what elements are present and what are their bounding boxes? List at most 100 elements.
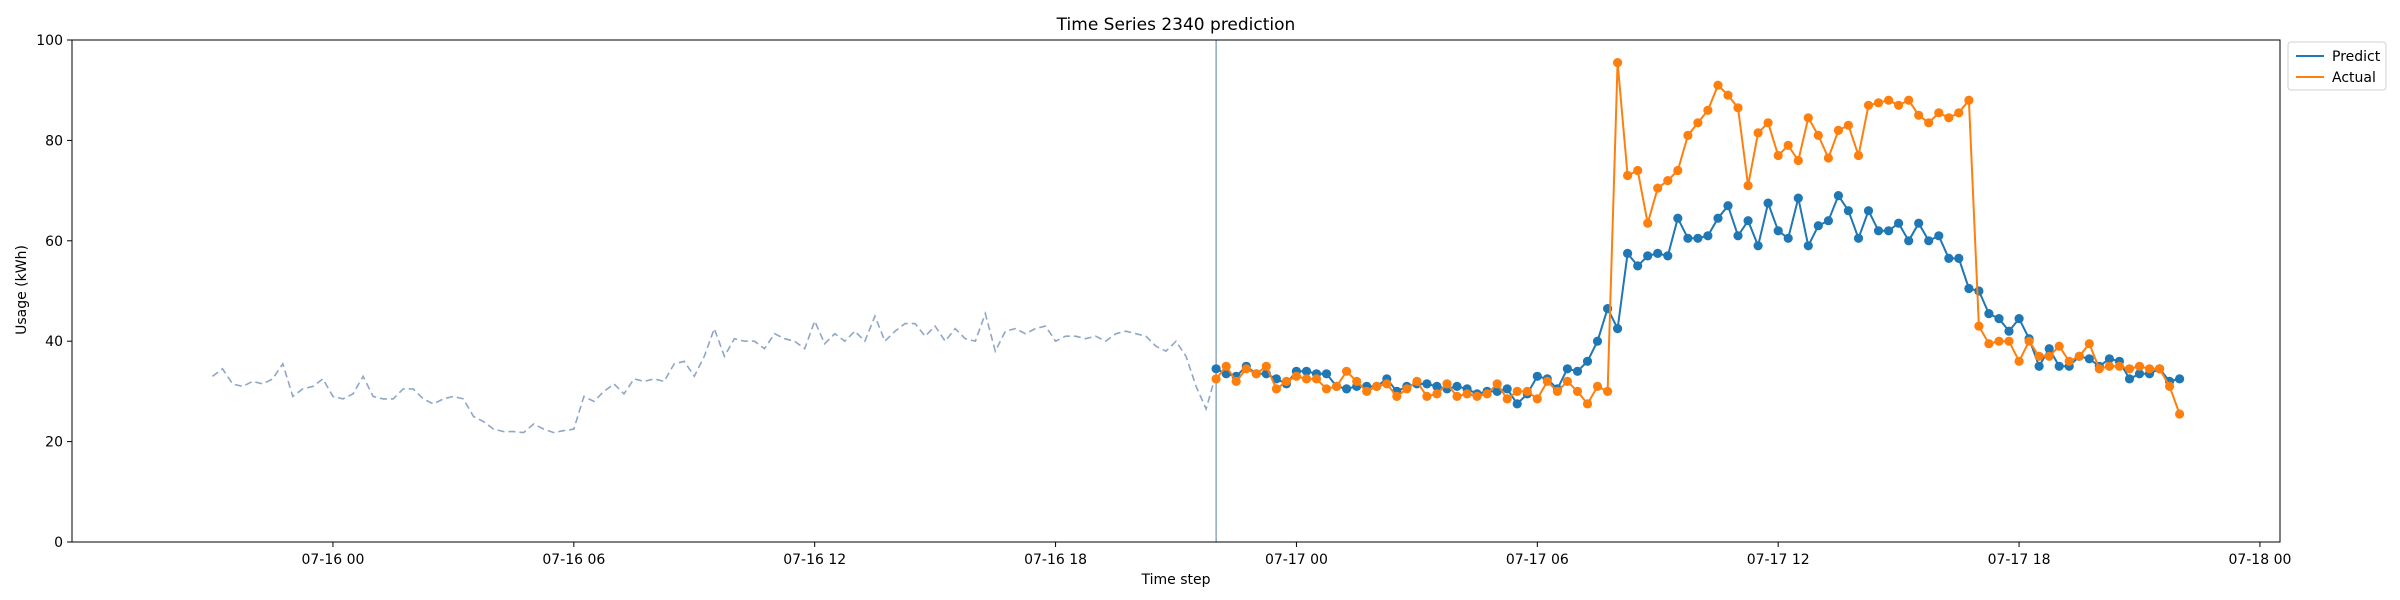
predict-point [1964,283,1974,294]
actual-point [1894,100,1904,110]
predict-point [2175,374,2185,384]
predict-point [2034,361,2044,371]
actual-point [1944,113,1954,123]
predict-point [1643,251,1653,261]
predict-point [1894,218,1904,228]
actual-point [1813,130,1823,140]
actual-point [1562,376,1572,386]
actual-point [1432,389,1442,399]
predict-point [1843,206,1853,216]
y-tick-label: 40 [45,334,63,350]
predict-point [1813,221,1823,231]
predict-point [1994,314,2004,324]
x-tick-label: 07-17 12 [1747,552,1810,568]
actual-point [1362,386,1372,396]
predict-point [1592,336,1603,346]
actual-point [1703,105,1713,115]
predict-point [2004,326,2014,336]
predict-point [1783,233,1793,243]
x-tick-label: 07-16 00 [301,552,364,568]
predict-point [1653,248,1663,258]
actual-point [1311,374,1322,384]
actual-point [1803,113,1813,123]
predict-point [1623,248,1633,258]
predict-series-line [1215,193,2180,406]
predict-point [2124,374,2135,384]
actual-point [1402,384,1412,394]
predict-point [1793,193,1803,203]
actual-point [1773,150,1783,161]
actual-point [1753,128,1763,138]
legend-predict-label: Predict [2332,49,2381,65]
predict-point [1582,356,1593,366]
actual-point [1663,176,1673,186]
actual-point [1833,125,1843,135]
predict-point [1562,364,1572,374]
predict-point [2014,314,2024,324]
actual-point [1643,218,1653,228]
actual-point [1572,386,1583,396]
actual-point [1221,361,1231,371]
predict-point [1271,374,1281,384]
actual-point [1904,95,1914,105]
actual-point [2064,356,2074,366]
actual-point [1934,108,1944,118]
actual-point [2134,361,2145,371]
actual-point [1603,386,1613,396]
actual-point [1582,399,1593,409]
actual-point [2104,361,2114,371]
predict-point [2104,354,2114,364]
actual-point [1884,95,1894,105]
actual-point [2054,341,2064,351]
actual-point [1994,336,2004,346]
predict-point [1342,384,1352,394]
predict-point [1954,253,1964,263]
actual-point [1291,371,1301,381]
actual-point [1552,386,1562,396]
chart-title: Time Series 2340 prediction [1056,15,1296,35]
actual-point [1332,381,1342,391]
actual-point [2034,351,2044,361]
predict-point [1432,381,1442,391]
actual-point [2165,381,2175,391]
actual-point [1422,391,1432,401]
actual-point [1372,381,1382,391]
actual-point [1763,118,1773,128]
actual-point [1743,181,1753,191]
actual-point [1352,376,1362,386]
y-tick-label: 100 [36,33,63,49]
actual-point [1301,374,1312,384]
predict-point [1833,191,1843,201]
actual-point [1211,374,1221,384]
actual-point [2175,409,2185,419]
predict-point [1613,324,1623,334]
actual-point [1281,376,1291,386]
actual-point [1793,155,1803,166]
x-axis-ticks: 07-16 00 07-16 06 07-16 12 07-16 18 07-17 00… [301,542,2291,568]
actual-point [1592,381,1603,391]
actual-point [1412,376,1422,386]
predict-point [1884,226,1894,236]
actual-point [1713,80,1723,90]
predict-point [1873,226,1884,236]
y-tick-label: 60 [45,234,63,250]
x-tick-label: 07-16 18 [1024,552,1087,568]
actual-point [1512,386,1522,396]
predict-point [1452,381,1462,391]
actual-point [1522,386,1532,396]
actual-point [1673,165,1683,176]
actual-point [1241,364,1251,374]
predict-point [1502,384,1512,394]
predict-point [1723,201,1733,211]
predict-point [1301,366,1312,376]
predict-point [1422,379,1432,389]
actual-point [2144,364,2155,374]
actual-point [1251,369,1261,379]
actual-point [2014,356,2024,366]
actual-point [1623,170,1633,181]
predict-point [1512,399,1522,409]
actual-point [1392,391,1402,401]
predict-point [1803,241,1813,251]
actual-point [1462,389,1472,399]
